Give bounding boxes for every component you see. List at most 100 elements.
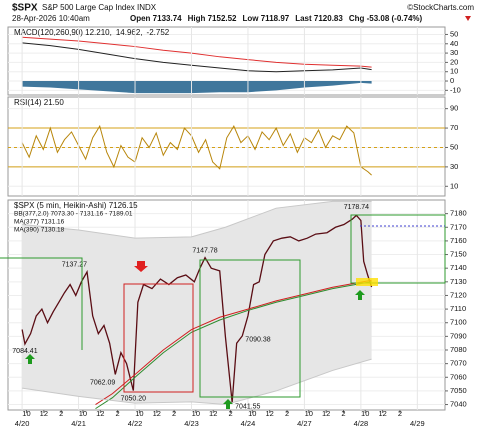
price-panel: 7180717071607150714071307120711071007090…	[7, 27, 467, 428]
series-line	[21, 124, 372, 176]
y-tick-label: 7080	[450, 345, 467, 354]
legend-entry: $SPX (5 min, Heikin-Ashi) 7126.15	[14, 201, 138, 210]
price-annotation: 7178.74	[344, 204, 369, 211]
x-tick-label: 12	[40, 409, 48, 418]
date-tick-label: 4/23	[184, 419, 199, 428]
y-tick-label: 7100	[450, 318, 467, 327]
x-tick-label: 10	[22, 409, 30, 418]
x-tick-label: 12	[378, 409, 386, 418]
quote-item: Last 7120.83	[295, 14, 343, 23]
band-line	[22, 358, 372, 406]
quote-item: Open 7133.74	[130, 14, 182, 23]
y-tick-label: 50	[450, 29, 458, 38]
x-tick-label: 10	[305, 409, 313, 418]
credit: ©StockCharts.com	[407, 3, 474, 12]
legend-entry: RSI(14) 21.50	[14, 98, 64, 107]
rsi-panel: 90 70 50 30 10 RSI(14) 21.50	[7, 96, 458, 197]
legend-entry: MA(390) 7130.18	[14, 227, 65, 234]
y-tick-label: 7110	[450, 304, 466, 313]
symbol: $SPX	[12, 3, 38, 14]
price-annotation: 7062.09	[90, 379, 115, 386]
y-tick-label: 7070	[450, 359, 467, 368]
y-tick-label: 40	[450, 39, 458, 48]
date-tick-label: 4/20	[15, 419, 30, 428]
x-tick-label: 12	[153, 409, 161, 418]
y-tick-label: -10	[450, 85, 461, 94]
price-annotation: 7041.55	[235, 403, 260, 410]
x-tick-label: 10	[135, 409, 143, 418]
y-tick-label: 90	[450, 104, 458, 113]
legend-entry: -2.752	[147, 28, 170, 37]
y-tick-label: 50	[450, 142, 458, 151]
y-tick-label: 7050	[450, 386, 467, 395]
price-annotation: 7137.27	[62, 262, 87, 269]
quote: Open 7133.74 High 7152.52 Low 7118.97 Last …	[130, 14, 423, 23]
series-line	[22, 36, 372, 68]
date-tick-label: 4/28	[354, 419, 369, 428]
y-tick-label: 7180	[450, 209, 467, 218]
x-tick-label: 12	[322, 409, 330, 418]
quote-item: High 7152.52	[188, 14, 237, 23]
y-tick-label: 7040	[450, 400, 467, 409]
down-arrow-icon	[465, 16, 471, 21]
histogram-area	[22, 81, 372, 94]
y-tick-label: 10	[450, 181, 458, 190]
date-tick-label: 4/21	[71, 419, 86, 428]
legend-entry: MACD(120,260,90) 12.210,	[14, 28, 112, 37]
y-tick-label: 7060	[450, 372, 467, 381]
annotation-shapes	[0, 214, 446, 409]
y-tick-label: 7160	[450, 236, 467, 245]
down-arrow	[134, 261, 148, 272]
y-tick-label: 7120	[450, 290, 467, 299]
date-tick-label: 4/24	[241, 419, 256, 428]
panel-frame	[7, 96, 446, 197]
x-tick-label: 2	[59, 409, 63, 418]
y-tick-label: 70	[450, 123, 458, 132]
x-tick-label: 2	[116, 409, 120, 418]
x-tick-label: 12	[266, 409, 274, 418]
quote-item: Low 7118.97	[243, 14, 290, 23]
up-arrow	[25, 354, 35, 364]
x-tick-label: 2	[398, 409, 402, 418]
index-name: S&P 500 Large Cap Index INDX	[42, 3, 157, 12]
band-fill	[22, 201, 372, 405]
range-box	[0, 257, 83, 350]
quote-item: Chg -53.08 (-0.74%)	[349, 14, 423, 23]
price-annotation: 7147.78	[192, 247, 217, 254]
range-box	[199, 259, 301, 398]
highlight	[356, 278, 378, 286]
x-tick-label: 12	[209, 409, 217, 418]
series-line	[22, 42, 372, 73]
price-annotation: 7050.20	[121, 395, 146, 402]
range-box	[123, 283, 194, 393]
legend-entry: MA(377) 7131.16	[14, 219, 65, 226]
up-arrow	[223, 399, 233, 409]
range-box	[350, 214, 446, 284]
x-tick-label: 10	[79, 409, 87, 418]
y-tick-label: 0	[450, 76, 454, 85]
date-tick-label: 4/29	[410, 419, 425, 428]
x-tick-label: 2	[285, 409, 289, 418]
y-tick-label: 7090	[450, 331, 467, 340]
band-line	[22, 200, 372, 239]
y-tick-label: 10	[450, 67, 458, 76]
date-tick-label: 4/22	[128, 419, 143, 428]
x-tick-label: 2	[341, 409, 345, 418]
up-arrow	[355, 290, 365, 300]
price-annotation: 7090.38	[245, 337, 270, 344]
y-tick-label: 7150	[450, 250, 467, 259]
y-tick-label: 7130	[450, 277, 467, 286]
x-tick-label: 2	[228, 409, 232, 418]
x-tick-label: 10	[248, 409, 256, 418]
y-tick-label: 7170	[450, 222, 467, 231]
x-tick-label: 2	[172, 409, 176, 418]
y-tick-label: 7140	[450, 263, 467, 272]
legend-entry: BB(377,2.0) 7073.30 - 7131.16 - 7189.01	[14, 211, 133, 218]
y-tick-label: 30	[450, 162, 458, 171]
date: 28-Apr-2026 10:40am	[12, 14, 90, 23]
y-tick-label: 30	[450, 48, 458, 57]
